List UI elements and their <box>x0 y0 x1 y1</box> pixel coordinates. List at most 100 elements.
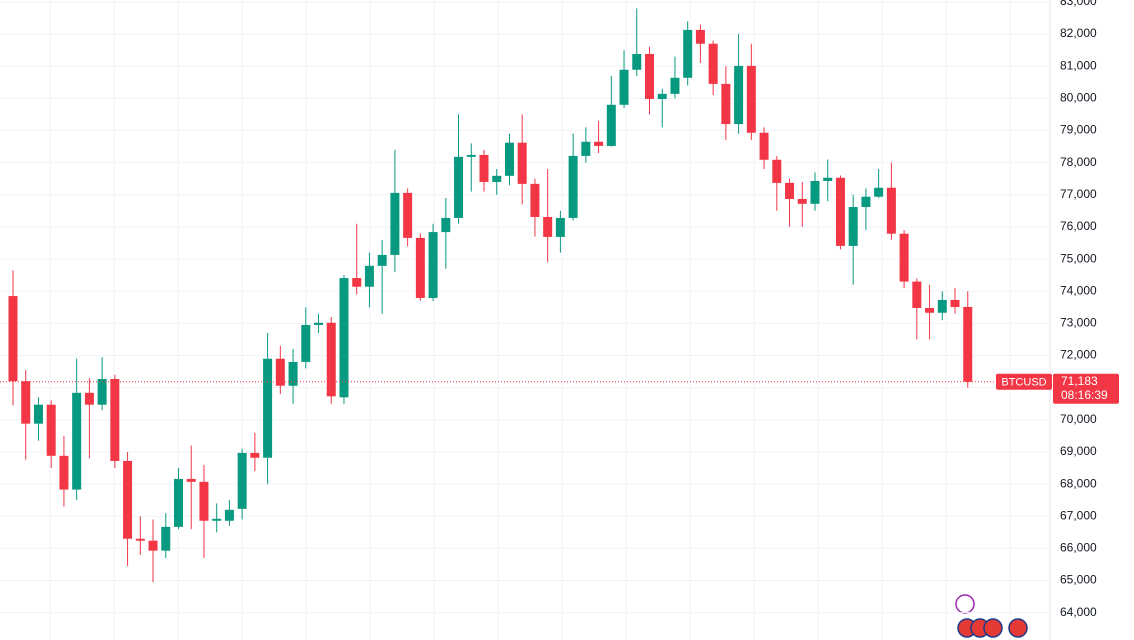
candle-body <box>937 299 947 313</box>
candle-body <box>683 29 693 78</box>
candle-body <box>428 232 438 298</box>
y-tick-label: 83,000 <box>1060 0 1097 8</box>
candle-body <box>861 196 871 208</box>
candle-body <box>581 141 591 156</box>
symbol-label: BTCUSD <box>1001 377 1046 389</box>
y-tick-label: 78,000 <box>1060 155 1097 169</box>
candle-body <box>517 142 527 184</box>
candle-body <box>237 452 247 509</box>
candle-body <box>441 217 451 233</box>
y-tick-label: 75,000 <box>1060 251 1097 265</box>
candle-body <box>135 538 145 541</box>
candle-body <box>899 233 909 282</box>
y-tick-label: 72,000 <box>1060 348 1097 362</box>
y-tick-label: 74,000 <box>1060 283 1097 297</box>
candle-body <box>492 175 502 182</box>
candle-body <box>186 478 196 482</box>
candle-body <box>619 69 629 105</box>
time-grid <box>49 0 1011 640</box>
candle-body <box>657 93 667 100</box>
y-tick-label: 70,000 <box>1060 412 1097 426</box>
y-tick-label: 81,000 <box>1060 58 1097 72</box>
candle-body <box>161 526 171 551</box>
candle-body <box>734 65 744 125</box>
y-tick-label: 69,000 <box>1060 444 1097 458</box>
y-tick-label: 64,000 <box>1060 605 1097 619</box>
candle-body <box>632 54 642 70</box>
y-tick-label: 77,000 <box>1060 187 1097 201</box>
candle-body <box>848 207 858 246</box>
candle-body <box>708 43 718 84</box>
candle-body <box>415 237 425 298</box>
y-tick-label: 80,000 <box>1060 91 1097 105</box>
candle-body <box>835 177 845 246</box>
candle-body <box>46 404 56 456</box>
candle-body <box>746 65 756 133</box>
y-tick-label: 65,000 <box>1060 573 1097 587</box>
candle-body <box>721 83 731 125</box>
y-tick-label: 79,000 <box>1060 123 1097 137</box>
candle-body <box>823 177 833 181</box>
candle-body <box>670 77 680 94</box>
y-tick-label: 66,000 <box>1060 541 1097 555</box>
candle-body <box>479 154 489 182</box>
candle-body <box>543 216 553 237</box>
candle-body <box>33 404 43 424</box>
candle-body <box>148 540 158 551</box>
candle-body <box>352 278 362 287</box>
candle-body <box>110 378 120 461</box>
y-tick-label: 76,000 <box>1060 219 1097 233</box>
candle-body <box>568 155 578 218</box>
candle-body <box>301 324 311 362</box>
candle-body <box>390 192 400 255</box>
candle-body <box>454 156 464 218</box>
candle-body <box>84 392 94 405</box>
candle-body <box>504 142 514 176</box>
flag-icon <box>1008 618 1028 638</box>
candle-body <box>212 518 222 521</box>
candle-body <box>326 322 336 397</box>
candle-body <box>555 217 565 237</box>
flag-icon <box>983 618 1003 638</box>
candle-body <box>224 509 234 521</box>
candle-body <box>8 296 18 382</box>
candle-body <box>173 478 183 527</box>
candle-body <box>606 104 616 146</box>
y-tick-label: 67,000 <box>1060 508 1097 522</box>
candle-body <box>530 183 540 217</box>
candle-body <box>123 460 133 539</box>
candle-body <box>963 306 973 382</box>
last-price-tag <box>1053 373 1119 404</box>
candle-body <box>785 182 795 199</box>
candle-body <box>199 481 209 521</box>
candle-body <box>263 358 273 458</box>
y-tick-label: 82,000 <box>1060 26 1097 40</box>
symbol-tag <box>996 373 1052 390</box>
countdown-label: 08:16:39 <box>1061 388 1108 402</box>
candle-body <box>925 307 935 313</box>
candle-body <box>645 54 654 100</box>
candle-body <box>21 381 31 424</box>
candle-body <box>886 187 896 234</box>
candle-body <box>275 358 285 386</box>
candle-body <box>797 198 807 204</box>
event-icon <box>955 594 975 614</box>
candle-body <box>72 392 82 490</box>
candle-body <box>403 192 413 238</box>
candle-body <box>250 452 260 458</box>
candle-body <box>810 180 820 204</box>
candle-body <box>339 278 349 398</box>
last-price-label: 71,183 <box>1061 374 1098 388</box>
candle-body <box>466 154 476 157</box>
candle-body <box>594 141 604 146</box>
candle-body <box>59 455 69 490</box>
candle-body <box>950 299 960 307</box>
candle-body <box>97 378 107 405</box>
candle-body <box>874 187 884 197</box>
candle-body <box>759 132 769 160</box>
candle-body <box>912 281 922 308</box>
candle-body <box>288 361 298 386</box>
